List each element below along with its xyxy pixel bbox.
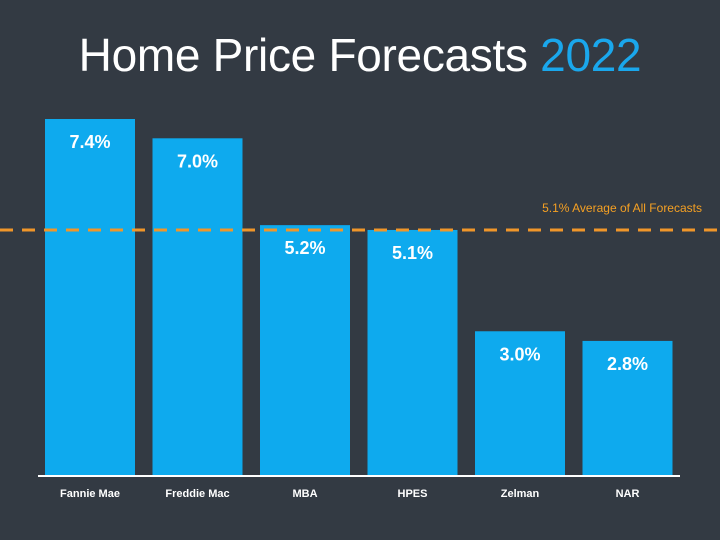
- bar-nar: [582, 340, 673, 476]
- average-reference-label: 5.1% Average of All Forecasts: [542, 201, 702, 215]
- chart-title-main: Home Price Forecasts: [78, 29, 528, 81]
- bar-freddie-mac: [152, 138, 243, 476]
- bar-value-label-fannie-mae: 7.4%: [69, 132, 110, 152]
- bar-value-label-freddie-mac: 7.0%: [177, 151, 218, 171]
- bar-value-label-hpes: 5.1%: [392, 243, 433, 263]
- bar-fannie-mae: [45, 119, 135, 476]
- x-tick-label-freddie-mac: Freddie Mac: [165, 488, 229, 500]
- bar-hpes: [367, 229, 458, 476]
- chart-title: Home Price Forecasts 2022: [0, 28, 720, 82]
- x-tick-label-mba: MBA: [292, 488, 317, 500]
- x-tick-label-fannie-mae: Fannie Mae: [60, 488, 120, 500]
- bar-zelman: [475, 331, 565, 476]
- x-tick-label-nar: NAR: [616, 488, 640, 500]
- bar-value-label-zelman: 3.0%: [499, 344, 540, 364]
- chart-title-year: 2022: [540, 29, 642, 81]
- bar-mba: [260, 225, 350, 476]
- x-tick-label-zelman: Zelman: [501, 488, 540, 500]
- bar-value-label-mba: 5.2%: [284, 238, 325, 258]
- bar-value-label-nar: 2.8%: [607, 354, 648, 374]
- x-tick-label-hpes: HPES: [398, 488, 428, 500]
